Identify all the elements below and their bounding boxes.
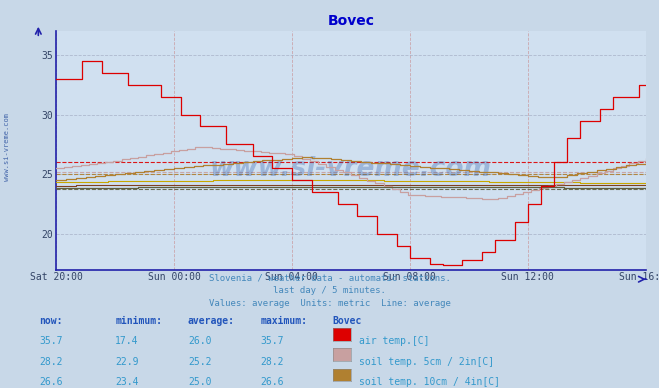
Text: Slovenia / weather data - automatic stations.
last day / 5 minutes.
Values: aver: Slovenia / weather data - automatic stat… (208, 274, 451, 308)
Text: 23.4: 23.4 (115, 377, 139, 387)
Text: soil temp. 10cm / 4in[C]: soil temp. 10cm / 4in[C] (359, 377, 500, 387)
Text: 25.0: 25.0 (188, 377, 212, 387)
Text: maximum:: maximum: (260, 316, 307, 326)
Text: 26.6: 26.6 (40, 377, 63, 387)
Text: 25.2: 25.2 (188, 357, 212, 367)
Text: 28.2: 28.2 (40, 357, 63, 367)
Text: now:: now: (40, 316, 63, 326)
Text: www.si-vreme.com: www.si-vreme.com (210, 156, 492, 182)
Text: air temp.[C]: air temp.[C] (359, 336, 430, 346)
Text: minimum:: minimum: (115, 316, 162, 326)
Text: www.si-vreme.com: www.si-vreme.com (4, 113, 10, 182)
Title: Bovec: Bovec (328, 14, 374, 28)
Text: 17.4: 17.4 (115, 336, 139, 346)
Text: 28.2: 28.2 (260, 357, 284, 367)
Text: Bovec: Bovec (333, 316, 362, 326)
Text: 22.9: 22.9 (115, 357, 139, 367)
Text: soil temp. 5cm / 2in[C]: soil temp. 5cm / 2in[C] (359, 357, 494, 367)
Text: average:: average: (188, 316, 235, 326)
Text: 35.7: 35.7 (40, 336, 63, 346)
Text: 26.6: 26.6 (260, 377, 284, 387)
Text: 35.7: 35.7 (260, 336, 284, 346)
Text: 26.0: 26.0 (188, 336, 212, 346)
